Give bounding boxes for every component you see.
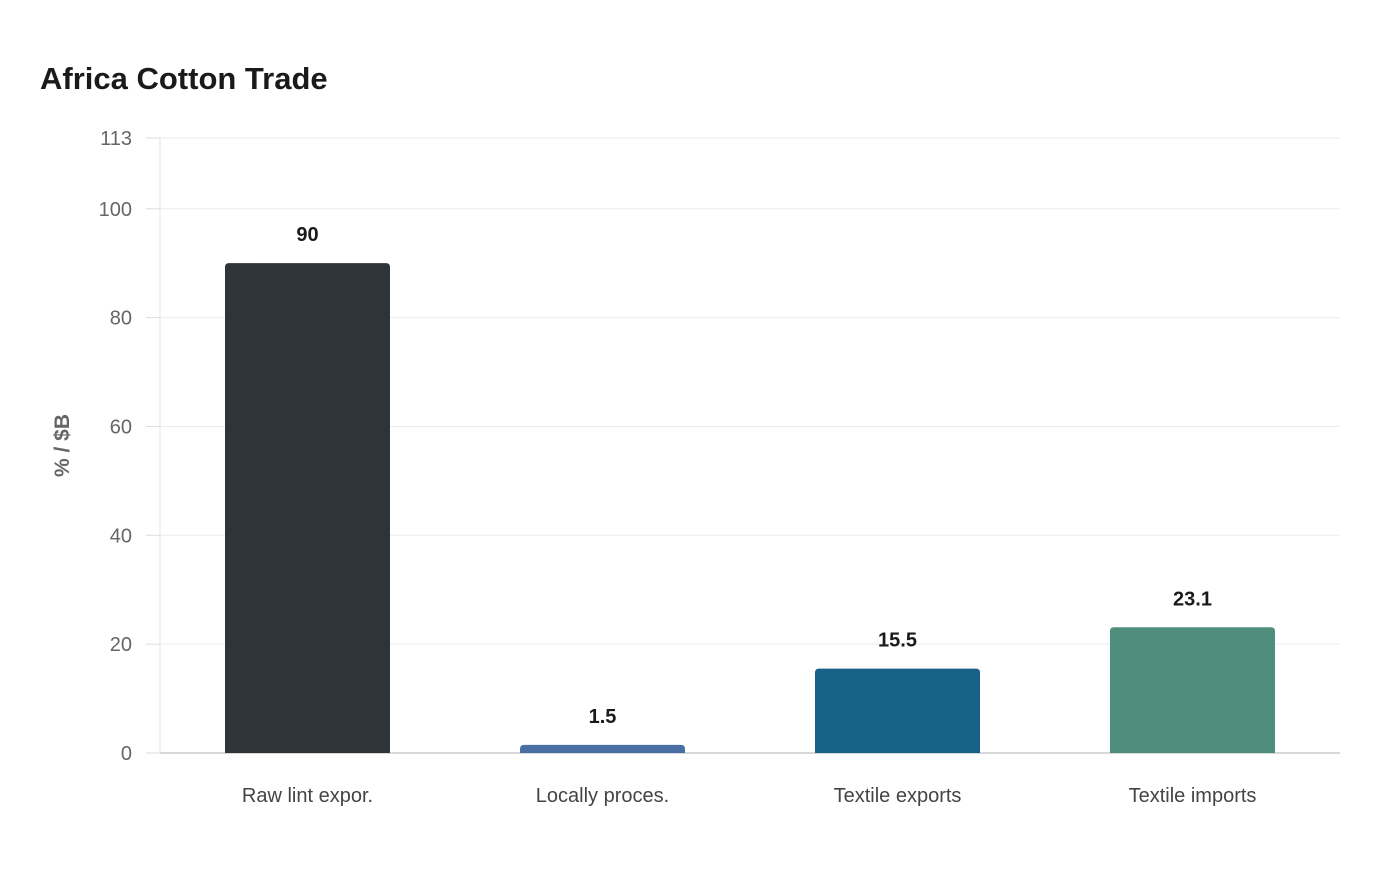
value-labels: 90 1.5 15.5 23.1: [296, 224, 1212, 728]
value-label: 15.5: [878, 630, 917, 652]
bars: [225, 263, 1275, 753]
bar: [520, 744, 685, 753]
y-axis-title: % / $B: [51, 414, 74, 477]
value-label: 90: [296, 224, 318, 246]
y-tick-label: 20: [110, 634, 132, 656]
y-tick-label: 0: [121, 743, 132, 765]
chart-title: Africa Cotton Trade: [40, 61, 328, 96]
y-tick-label: 100: [99, 199, 132, 221]
y-tick-label: 40: [110, 525, 132, 547]
category-label: Locally proces.: [536, 785, 669, 807]
category-label: Textile exports: [834, 785, 962, 807]
bar: [1110, 627, 1275, 753]
y-tick-label: 113: [100, 128, 132, 150]
y-tick-labels: 0 20 40 60 80 100 113: [99, 128, 160, 765]
y-tick-label: 60: [110, 416, 132, 438]
category-labels: Raw lint expor. Locally proces. Textile ex…: [242, 785, 1256, 807]
category-label: Raw lint expor.: [242, 785, 373, 807]
value-label: 23.1: [1173, 588, 1212, 610]
value-label: 1.5: [589, 706, 617, 728]
y-tick-label: 80: [110, 308, 132, 330]
bar: [815, 668, 980, 753]
category-label: Textile imports: [1129, 785, 1257, 807]
bar: [225, 263, 390, 753]
